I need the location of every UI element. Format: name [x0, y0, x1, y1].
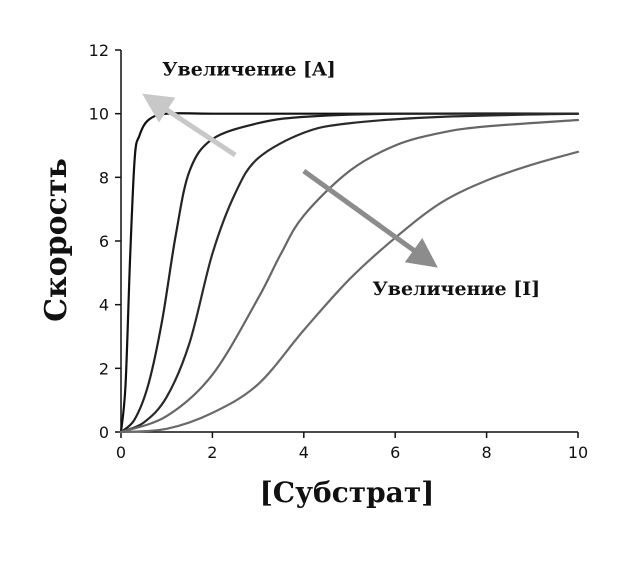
x-tick-label: 4 [299, 443, 309, 462]
annotation-arrow-1 [142, 93, 237, 158]
x-tick-label: 10 [568, 443, 588, 462]
y-tick-label: 6 [99, 232, 109, 251]
x-tick-label: 8 [482, 443, 492, 462]
axes: 0 2 4 6 8 10 12 0 2 4 6 8 10 [89, 41, 589, 462]
y-tick-label: 4 [99, 296, 109, 315]
annotation-arrow-2 [302, 168, 438, 268]
series-group [119, 112, 580, 434]
series-line-1 [119, 112, 580, 434]
annotation-label-2: Увеличение [I] [372, 278, 540, 300]
series-line-5 [119, 150, 580, 434]
x-tick-label: 2 [207, 443, 217, 462]
y-tick-label: 2 [99, 359, 109, 378]
y-tick-label: 0 [99, 423, 109, 442]
series-line-2 [119, 112, 580, 434]
x-tick-label: 0 [116, 443, 126, 462]
series-line-4 [119, 118, 580, 434]
x-axis-title: [Субстрат] [260, 476, 435, 509]
series-line-3 [119, 112, 580, 434]
y-tick-label: 12 [89, 41, 109, 60]
y-tick-label: 8 [99, 168, 109, 187]
annotations: Увеличение [A] Увеличение [I] [142, 58, 540, 300]
y-axis-title: Скорость [39, 158, 74, 322]
y-tick-label: 10 [89, 105, 109, 124]
annotation-label-1: Увеличение [A] [162, 58, 336, 80]
x-tick-label: 6 [390, 443, 400, 462]
